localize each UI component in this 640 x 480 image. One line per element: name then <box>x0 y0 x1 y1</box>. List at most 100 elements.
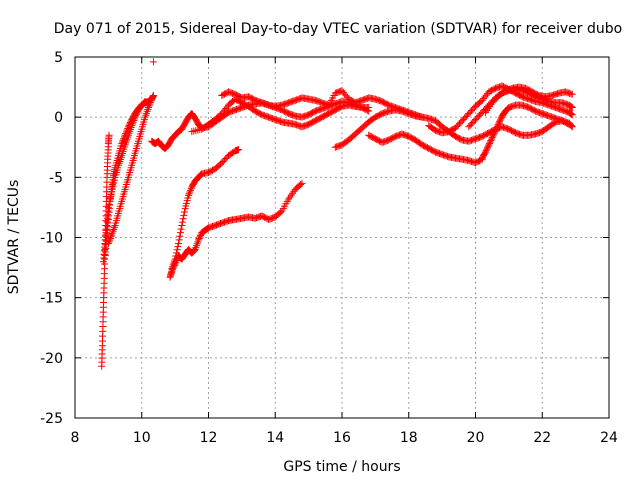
x-tick-label: 24 <box>600 430 618 446</box>
data-point <box>105 238 113 246</box>
series-arc-6 <box>188 95 373 136</box>
data-point <box>130 115 138 123</box>
data-point <box>174 243 182 251</box>
data-point <box>186 188 194 196</box>
data-point <box>235 146 243 154</box>
data-point <box>140 99 148 107</box>
data-point <box>568 111 576 119</box>
data-point <box>131 113 139 121</box>
y-tick-label: 5 <box>54 50 63 66</box>
data-point <box>187 185 195 193</box>
data-point <box>495 119 503 127</box>
data-point <box>297 181 305 189</box>
data-point <box>178 218 186 226</box>
data-point <box>172 252 180 260</box>
data-point <box>133 109 141 117</box>
data-point <box>140 98 148 106</box>
data-point <box>104 203 112 211</box>
data-point <box>494 121 502 129</box>
x-tick-label: 16 <box>333 430 351 446</box>
x-tick-label: 8 <box>71 430 80 446</box>
data-point <box>484 144 492 152</box>
y-axis-label: SDTVAR / TECUs <box>6 180 22 295</box>
tick-labels: 8 10 12 14 16 18 20 22 24 -25 -20 -15 -10 -5 0 5 <box>40 50 618 446</box>
data-point <box>108 185 116 193</box>
data-point <box>482 147 490 155</box>
data-point <box>496 116 504 124</box>
series-arc-4 <box>104 92 157 248</box>
x-axis-label: GPS time / hours <box>283 459 400 475</box>
y-tick-label: -15 <box>40 291 63 307</box>
series-arc-12 <box>478 101 576 162</box>
series-arc-9 <box>365 130 486 167</box>
data-point <box>146 100 154 108</box>
data-point <box>488 134 496 142</box>
data-point <box>128 122 136 130</box>
data-point <box>195 234 203 242</box>
data-point <box>486 139 494 147</box>
x-tick-label: 12 <box>200 430 218 446</box>
x-tick-label: 20 <box>467 430 485 446</box>
data-point <box>108 188 116 196</box>
data-point <box>110 179 118 187</box>
data-point <box>179 215 187 223</box>
series-arc-14 <box>166 179 306 281</box>
data-point <box>491 128 499 136</box>
data-point <box>174 240 182 248</box>
data-point <box>489 132 497 140</box>
data-point <box>129 118 137 126</box>
data-point <box>567 121 575 129</box>
data-point <box>568 122 576 130</box>
data-point <box>107 233 115 241</box>
data-point <box>128 120 136 128</box>
data-point <box>109 182 117 190</box>
data-point <box>490 129 498 137</box>
data-point <box>105 200 113 208</box>
data-point <box>496 118 504 126</box>
data-point <box>176 229 184 237</box>
grid-lines <box>75 57 609 418</box>
data-point <box>483 145 491 153</box>
data-point <box>141 98 149 106</box>
data-point <box>485 141 493 149</box>
data-point <box>490 131 498 139</box>
series-outlier <box>149 58 157 66</box>
data-point <box>175 236 183 244</box>
data-point <box>106 234 114 242</box>
data-point <box>493 124 501 132</box>
data-point <box>492 125 500 133</box>
series-arc-3 <box>99 98 149 266</box>
data-point <box>171 255 179 263</box>
data-point <box>185 190 193 198</box>
data-point <box>365 104 373 112</box>
data-point <box>194 236 202 244</box>
data-point <box>144 104 152 112</box>
data-point <box>145 102 153 110</box>
series-arc-13 <box>482 83 576 116</box>
data-point <box>484 142 492 150</box>
data-point <box>492 126 500 134</box>
data-point <box>149 92 157 100</box>
y-tick-label: -5 <box>49 170 63 186</box>
data-point <box>568 90 576 98</box>
data-point <box>173 246 181 254</box>
data-point <box>277 208 285 216</box>
data-point <box>104 240 112 248</box>
data-point <box>132 110 140 118</box>
data-point <box>568 104 576 112</box>
data-point <box>196 233 204 241</box>
data-point <box>110 176 118 184</box>
x-tick-label: 10 <box>133 430 151 446</box>
data-point <box>184 191 192 199</box>
data-point <box>497 115 505 123</box>
plot-frame <box>74 56 610 419</box>
data-point <box>176 232 184 240</box>
data-point <box>149 58 157 66</box>
data-points <box>98 58 576 370</box>
data-point <box>482 148 490 156</box>
data-point <box>106 197 114 205</box>
series-arc-15 <box>168 146 243 273</box>
y-tick-label: -25 <box>40 411 63 427</box>
data-point <box>178 221 186 229</box>
data-point <box>568 123 576 131</box>
